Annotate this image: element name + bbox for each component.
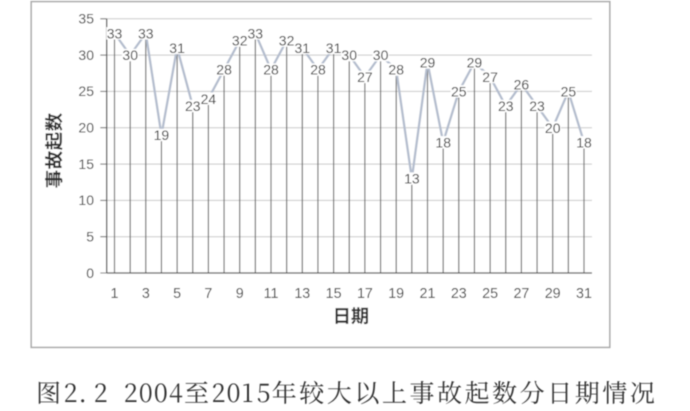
svg-text:31: 31	[295, 40, 311, 56]
svg-text:30: 30	[341, 47, 357, 63]
svg-text:23: 23	[498, 98, 514, 114]
svg-text:33: 33	[138, 25, 154, 41]
svg-text:29: 29	[467, 55, 483, 71]
svg-text:24: 24	[201, 91, 217, 107]
svg-text:21: 21	[420, 286, 436, 302]
svg-text:17: 17	[357, 286, 373, 302]
svg-text:31: 31	[576, 286, 592, 302]
svg-text:5: 5	[86, 229, 94, 245]
svg-text:0: 0	[86, 265, 94, 281]
svg-text:20: 20	[545, 120, 561, 136]
svg-text:28: 28	[310, 62, 326, 78]
svg-text:15: 15	[78, 156, 94, 172]
svg-text:5: 5	[173, 286, 181, 302]
svg-text:27: 27	[513, 286, 529, 302]
svg-text:33: 33	[107, 25, 123, 41]
svg-text:27: 27	[482, 69, 498, 85]
svg-text:13: 13	[404, 171, 420, 187]
svg-text:29: 29	[545, 286, 561, 302]
svg-text:33: 33	[248, 25, 264, 41]
svg-text:25: 25	[482, 286, 498, 302]
svg-text:1: 1	[111, 286, 119, 302]
svg-text:28: 28	[388, 62, 404, 78]
svg-text:32: 32	[232, 33, 248, 49]
svg-text:28: 28	[263, 62, 279, 78]
svg-text:27: 27	[357, 69, 373, 85]
svg-text:26: 26	[514, 76, 530, 92]
svg-text:29: 29	[420, 55, 436, 71]
svg-text:31: 31	[326, 40, 342, 56]
svg-text:18: 18	[576, 134, 592, 150]
svg-text:30: 30	[373, 47, 389, 63]
svg-text:10: 10	[78, 192, 94, 208]
svg-text:30: 30	[122, 47, 138, 63]
svg-text:25: 25	[561, 84, 577, 100]
svg-text:19: 19	[154, 127, 170, 143]
svg-text:19: 19	[388, 286, 404, 302]
svg-text:35: 35	[78, 11, 94, 27]
svg-text:23: 23	[451, 286, 467, 302]
svg-text:13: 13	[294, 286, 310, 302]
svg-text:23: 23	[185, 98, 201, 114]
svg-text:25: 25	[451, 84, 467, 100]
svg-text:11: 11	[264, 286, 279, 302]
svg-text:15: 15	[326, 286, 342, 302]
svg-text:23: 23	[529, 98, 545, 114]
svg-text:28: 28	[216, 62, 232, 78]
svg-text:3: 3	[142, 286, 150, 302]
svg-text:25: 25	[78, 83, 94, 99]
svg-text:20: 20	[78, 120, 94, 136]
svg-text:32: 32	[279, 33, 295, 49]
svg-text:31: 31	[169, 40, 185, 56]
svg-text:7: 7	[204, 286, 212, 302]
svg-text:9: 9	[236, 286, 244, 302]
svg-text:30: 30	[78, 47, 94, 63]
svg-text:18: 18	[435, 134, 451, 150]
